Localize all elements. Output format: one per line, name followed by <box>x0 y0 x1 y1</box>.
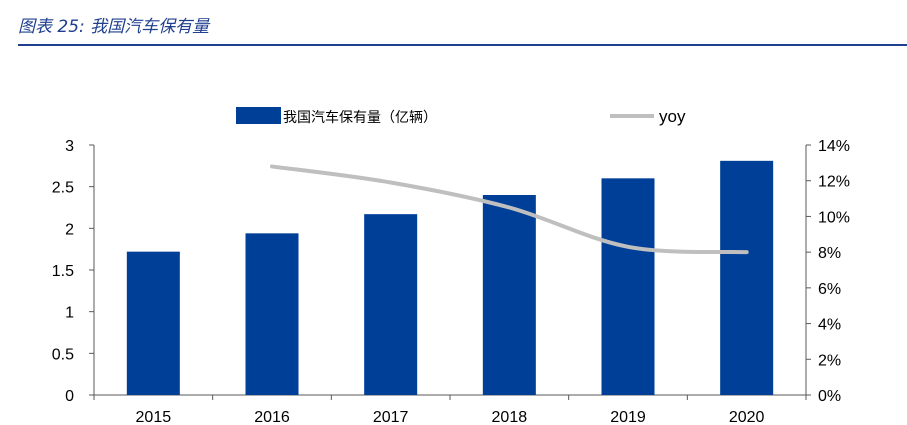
right-tick-label: 4% <box>818 317 841 334</box>
bar <box>720 160 774 395</box>
left-tick-label: 0.5 <box>52 346 74 363</box>
axes <box>89 144 811 400</box>
bar <box>245 233 299 395</box>
bar <box>482 195 536 395</box>
right-tick-label: 10% <box>818 209 850 226</box>
x-tick-label: 2016 <box>254 409 290 425</box>
right-tick-label: 6% <box>818 281 841 298</box>
right-tick-label: 14% <box>818 138 850 155</box>
bar <box>364 214 418 395</box>
left-tick-label: 1.5 <box>52 263 74 280</box>
left-tick-label: 0 <box>65 388 74 405</box>
right-tick-label: 12% <box>818 174 850 191</box>
left-tick-label: 2 <box>65 221 74 238</box>
left-tick-label: 3 <box>65 138 74 155</box>
right-tick-label: 8% <box>818 245 841 262</box>
yoy-line-layer <box>270 164 749 255</box>
right-tick-label: 2% <box>818 352 841 369</box>
legend-label-line: yoy <box>659 107 686 126</box>
x-tick-label: 2015 <box>136 409 172 425</box>
legend-swatch-bar <box>236 107 281 124</box>
tick-labels: 0 0.5 1 1.5 2 2.5 3 0% 2% 4% 6% 8% 10% 12% 14% 2015 2016… <box>52 138 850 425</box>
legend: 我国汽车保有量（亿辆） yoy <box>236 107 686 126</box>
x-tick-label: 2018 <box>492 409 528 425</box>
bar <box>126 251 180 395</box>
legend-label-bar: 我国汽车保有量（亿辆） <box>283 109 437 126</box>
left-tick-label: 2.5 <box>52 180 74 197</box>
bars <box>126 160 774 395</box>
x-tick-label: 2020 <box>729 409 765 425</box>
figure-title: 图表 25: 我国汽车保有量 <box>18 17 210 37</box>
yoy-line <box>270 164 749 255</box>
bar <box>601 178 655 395</box>
x-tick-label: 2017 <box>373 409 409 425</box>
title-rule <box>18 44 907 46</box>
x-tick-label: 2019 <box>610 409 646 425</box>
left-tick-label: 1 <box>65 305 74 322</box>
right-tick-label: 0% <box>818 388 841 405</box>
